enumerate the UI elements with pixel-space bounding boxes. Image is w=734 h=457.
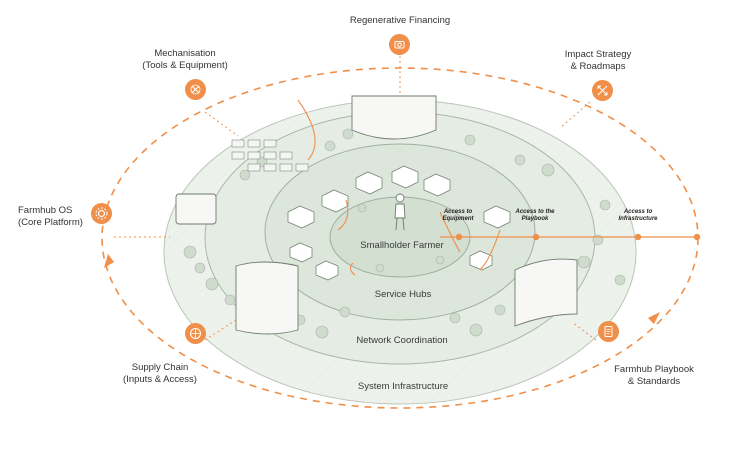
globe-icon: [185, 323, 206, 344]
hub-buildings: [287, 165, 511, 281]
orbit-arrow-head-left: [104, 254, 114, 268]
expand-arrows-icon: [592, 80, 613, 101]
mechanisation-label: Mechanisation (Tools & Equipment): [142, 48, 228, 71]
smallholder-farmer-label: Smallholder Farmer: [360, 240, 444, 251]
farmhub-playbook-label: Farmhub Playbook & Standards: [614, 364, 694, 387]
service-hubs-label: Service Hubs: [374, 289, 432, 300]
solar-array: [231, 139, 309, 172]
farmer-figure: [394, 193, 406, 231]
trees: [183, 128, 626, 339]
orange-flow-lines: [297, 99, 501, 276]
network-panels: [175, 95, 578, 335]
supply-chain-label: Supply Chain (Inputs & Access): [123, 362, 197, 385]
access-dots: [455, 233, 701, 241]
tools-icon: [185, 79, 206, 100]
node-connectors: [114, 56, 597, 341]
gear-icon: [91, 203, 112, 224]
access-playbook-label: Access to the Playbook: [515, 209, 555, 222]
system-infrastructure-label: System Infrastructure: [357, 381, 449, 392]
camera-icon: [389, 34, 410, 55]
access-equipment-label: Access to Equipment: [442, 209, 474, 222]
regenerative-financing-label: Regenerative Financing: [349, 15, 451, 26]
orbit-arrow-head: [648, 312, 660, 324]
document-icon: [598, 321, 619, 342]
farmhub-os-label: Farmhub OS (Core Platform): [18, 205, 83, 228]
impact-strategy-label: Impact Strategy & Roadmaps: [564, 49, 632, 72]
network-coordination-label: Network Coordination: [356, 335, 448, 346]
access-infrastructure-label: Access to Infrastructure: [618, 209, 658, 222]
